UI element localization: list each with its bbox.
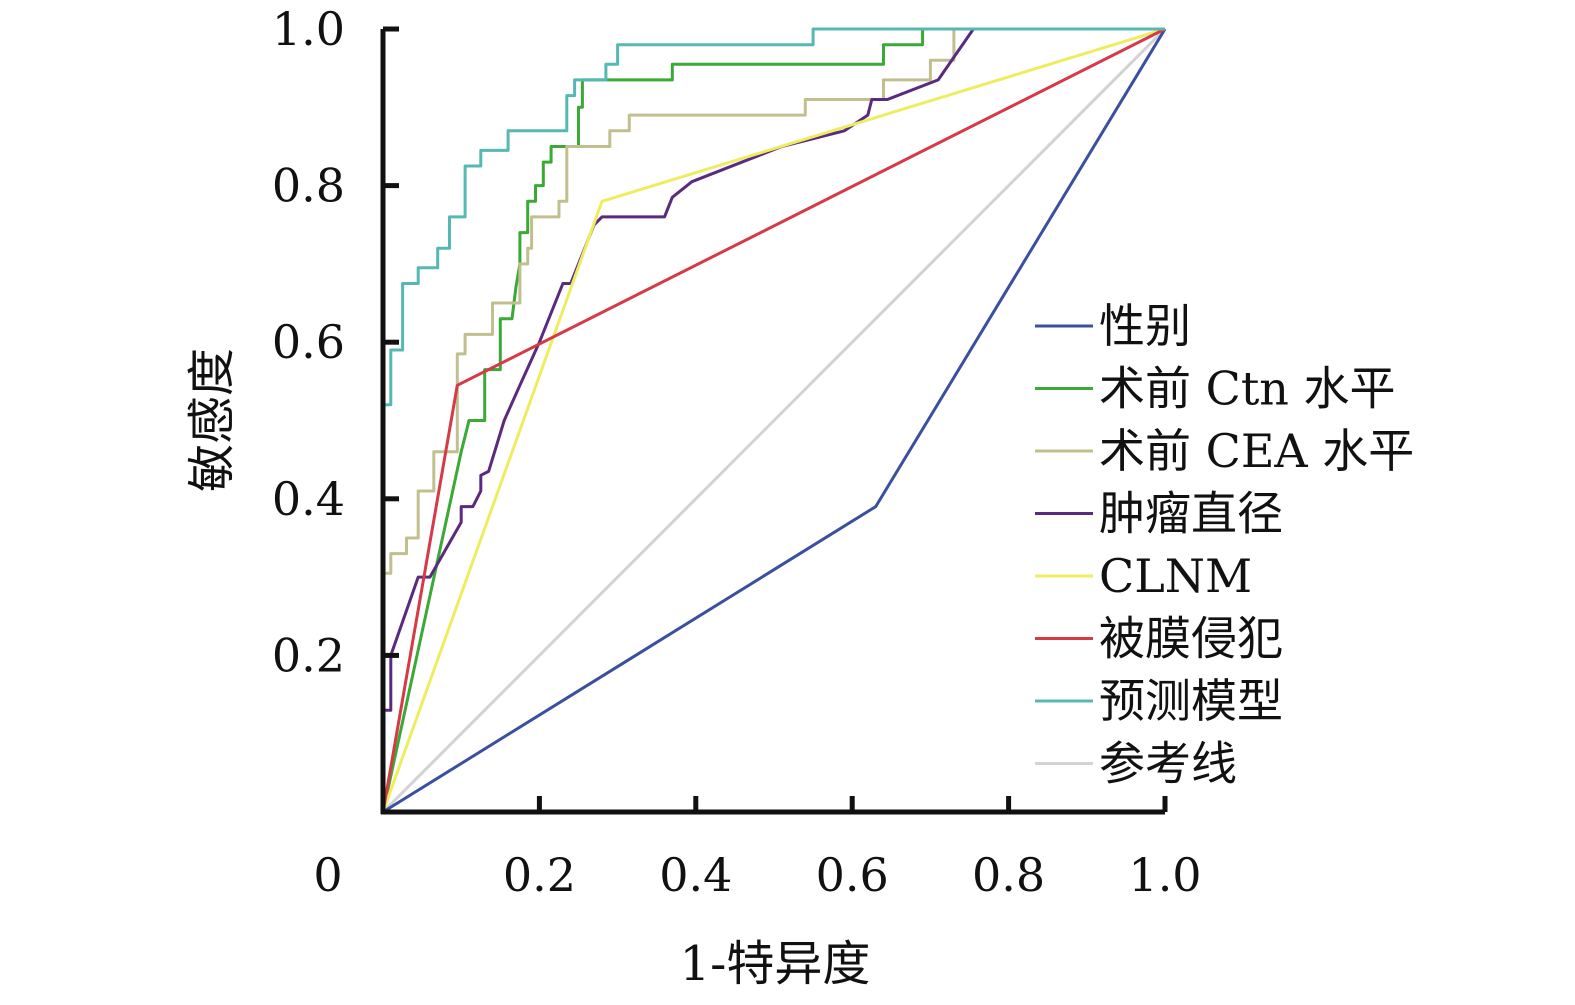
series-line-5 [381,27,1166,813]
x-tick-label: 1.0 [1128,848,1201,902]
x-tick-label: 0.4 [659,848,732,902]
y-axis-title: 敏感度 [184,348,240,492]
x-tick-label: 0.8 [972,848,1045,902]
y-tick-label: 0.8 [272,159,345,213]
axes [380,29,1165,815]
series-line-8 [381,27,1167,814]
legend-label: 术前 CEA 水平 [1099,424,1414,478]
legend-label: CLNM [1099,549,1252,603]
x-tick-label: 0.6 [816,848,889,902]
legend-label: 术前 Ctn 水平 [1099,362,1396,416]
y-tick-label: 0.4 [272,472,345,526]
series-line-2 [381,27,1165,813]
legend-label: 参考线 [1099,737,1237,791]
origin-label: 0 [313,848,342,902]
legend-label: 被膜侵犯 [1099,612,1283,666]
y-tick-label: 0.6 [272,315,345,369]
series-line-3 [381,27,1165,578]
series-line-7 [381,27,1165,812]
ticks: 0.2 0.4 0.6 0.8 1.0 0.2 0.4 0.6 0.8 1.0 [272,2,1202,902]
x-axis-title: 1-特异度 [680,936,871,992]
legend-label: 肿瘤直径 [1099,487,1283,541]
series-line-6 [381,27,1166,813]
series-line-1 [382,28,1167,814]
series-layer [381,27,1167,814]
y-tick-label: 1.0 [272,2,345,56]
y-tick-label: 0.2 [272,628,345,682]
x-tick-label: 0.2 [503,848,576,902]
series-line-4 [383,27,1165,712]
legend-label: 性别 [1099,299,1191,353]
legend-label: 预测模型 [1099,674,1283,728]
